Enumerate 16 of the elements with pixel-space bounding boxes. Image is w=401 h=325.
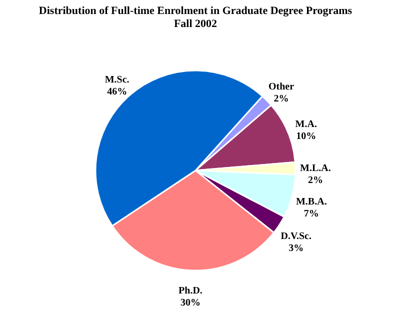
data-label: 2% [308,174,323,186]
slice-label: Ph.D. [178,285,203,296]
text: Distribution of Full-time Enrolment in Graduate Degree Programs [38,5,352,17]
slice-label: Other [268,82,295,93]
slice-label: M.B.A. [296,196,328,208]
slice-label: M.Sc. [104,74,130,86]
data-label: 7% [304,208,319,220]
slice-label: M.L.A. [300,162,332,174]
slice-label: D.V.Sc. [280,230,312,242]
data-label: 30% [180,297,200,308]
slice-label: M.A. [295,119,318,130]
data-label: 2% [274,94,289,105]
data-label: 46% [107,86,128,98]
data-label: 3% [288,242,304,254]
data-label: 10% [296,131,316,142]
text: Fall 2002 [174,18,218,30]
